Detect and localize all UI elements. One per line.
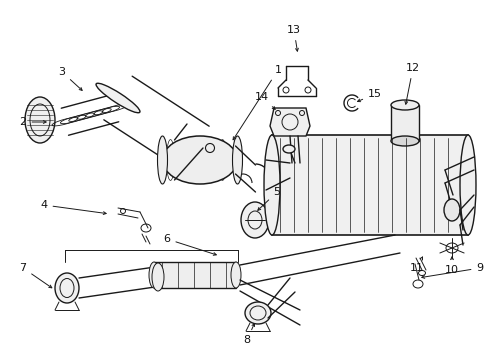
Polygon shape: [269, 108, 309, 136]
Text: 1: 1: [233, 65, 281, 140]
Ellipse shape: [247, 211, 262, 229]
Bar: [390, 105, 418, 141]
Ellipse shape: [249, 306, 265, 320]
Text: 8: 8: [243, 324, 254, 345]
Text: 5: 5: [257, 187, 280, 210]
Ellipse shape: [25, 97, 55, 143]
Ellipse shape: [232, 136, 242, 184]
Text: 2: 2: [20, 117, 46, 127]
Bar: [271, 135, 467, 235]
Text: 7: 7: [20, 263, 52, 288]
Ellipse shape: [264, 135, 280, 235]
Bar: [154, 262, 236, 288]
Ellipse shape: [244, 302, 270, 324]
Ellipse shape: [157, 136, 167, 184]
Ellipse shape: [30, 104, 50, 136]
Text: 14: 14: [254, 92, 275, 109]
Ellipse shape: [443, 199, 459, 221]
Ellipse shape: [390, 136, 418, 146]
Text: 6: 6: [163, 234, 216, 255]
Ellipse shape: [55, 273, 79, 303]
Text: 12: 12: [404, 63, 419, 104]
Ellipse shape: [152, 263, 163, 291]
Ellipse shape: [149, 262, 159, 288]
Text: 9: 9: [421, 263, 483, 278]
Ellipse shape: [162, 136, 237, 184]
Ellipse shape: [230, 262, 241, 288]
Text: 3: 3: [59, 67, 82, 90]
Text: 15: 15: [357, 89, 381, 102]
Ellipse shape: [241, 202, 268, 238]
Ellipse shape: [60, 279, 74, 297]
Text: 11: 11: [409, 257, 423, 273]
Text: 4: 4: [41, 200, 106, 215]
Text: 10: 10: [444, 257, 458, 275]
Ellipse shape: [459, 135, 475, 235]
Ellipse shape: [390, 100, 418, 110]
Ellipse shape: [283, 145, 294, 153]
Text: 13: 13: [286, 25, 301, 51]
Ellipse shape: [96, 83, 140, 113]
